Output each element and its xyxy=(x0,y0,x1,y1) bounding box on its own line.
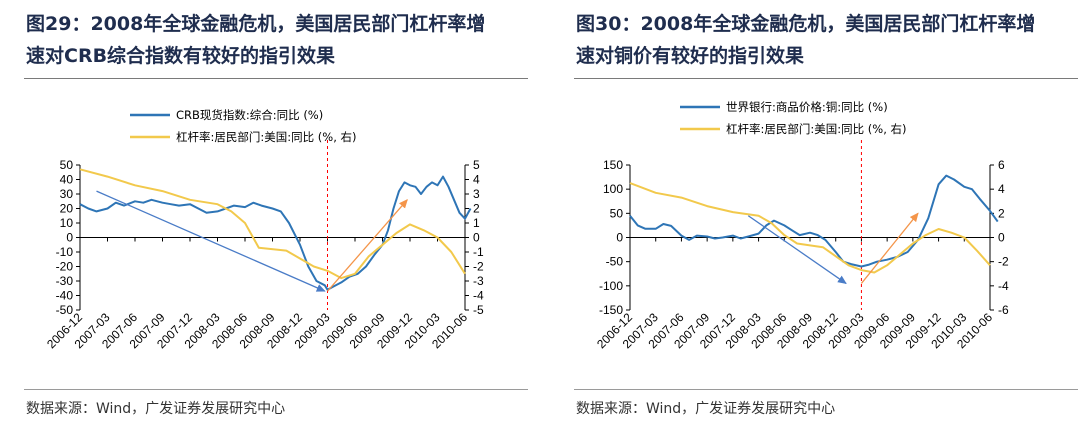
series-line-leverage xyxy=(629,182,991,274)
y2-tick-label: 2 xyxy=(998,206,1005,220)
trend-arrow-down xyxy=(747,215,847,284)
trend-arrow-up xyxy=(860,212,919,284)
y-tick-label: -10 xyxy=(56,245,74,259)
y-tick-label: 50 xyxy=(60,158,74,172)
y2-tick-label: -2 xyxy=(998,255,1009,269)
figure-title-line1: 图30：2008年全球金融危机，美国居民部门杠杆率增 xyxy=(576,13,1036,35)
legend-label: 世界银行:商品价格:铜:同比 (%) xyxy=(726,100,888,114)
figure-title-line2: 速对CRB综合指数有较好的指引效果 xyxy=(26,45,336,67)
y-axis-left: -150 -100 -50 0 50 100 150 xyxy=(599,158,631,317)
title-divider xyxy=(574,78,1078,79)
y2-tick-label: 0 xyxy=(998,231,1005,245)
line-chart: CRB现货指数:综合:同比 (%) 杠杆率:居民部门:美国:同比 (%, 右) -5… xyxy=(44,108,484,351)
y-tick-label: 10 xyxy=(60,216,74,230)
y2-tick-label: 1 xyxy=(473,216,480,230)
y-tick-label: -20 xyxy=(56,260,74,274)
y2-tick-label: 2 xyxy=(473,202,480,216)
y-tick-label: 0 xyxy=(616,231,623,245)
figure-title: 图29：2008年全球金融危机，美国居民部门杠杆率增 速对CRB综合指数有较好的… xyxy=(26,8,526,72)
y2-tick-label: 5 xyxy=(473,158,480,172)
y2-tick-label: -6 xyxy=(998,303,1009,317)
y-tick-label: -150 xyxy=(599,303,623,317)
y2-tick-label: 0 xyxy=(473,231,480,245)
y2-tick-label: -4 xyxy=(473,289,484,303)
figure-title: 图30：2008年全球金融危机，美国居民部门杠杆率增 速对铜价有较好的指引效果 xyxy=(576,8,1076,72)
x-axis: 2006-122007-032007-062007-092007-122008-… xyxy=(594,237,995,351)
y2-tick-label: -5 xyxy=(473,303,484,317)
x-axis: 2006-122007-032007-062007-092007-122008-… xyxy=(44,237,470,351)
series-line-primary xyxy=(79,175,472,291)
y-tick-label: 30 xyxy=(60,187,74,201)
source-note: 数据来源：Wind，广发证券发展研究中心 xyxy=(26,401,286,417)
y-tick-label: -50 xyxy=(606,255,624,269)
source-note: 数据来源：Wind，广发证券发展研究中心 xyxy=(576,401,836,417)
y2-tick-label: -2 xyxy=(473,260,484,274)
series-line-primary xyxy=(629,174,999,268)
trend-arrow-down xyxy=(96,190,326,292)
series-line-leverage xyxy=(79,168,466,280)
figure-title-line1: 图29：2008年全球金融危机，美国居民部门杠杆率增 xyxy=(26,13,486,35)
y2-tick-label: -4 xyxy=(998,279,1009,293)
y-tick-label: 0 xyxy=(66,231,73,245)
title-divider xyxy=(24,78,528,79)
chart-legend: CRB现货指数:综合:同比 (%) 杠杆率:居民部门:美国:同比 (%, 右) xyxy=(130,108,357,144)
y2-tick-label: -1 xyxy=(473,245,484,259)
source-divider xyxy=(24,389,528,390)
y-tick-label: 100 xyxy=(603,182,623,196)
y-axis-right: -6 -4 -2 0 2 4 6 xyxy=(989,158,1009,317)
y-tick-label: -50 xyxy=(56,303,74,317)
line-chart: 世界银行:商品价格:铜:同比 (%) 杠杆率:居民部门:美国:同比 (%, 右) -… xyxy=(594,100,1009,351)
y2-tick-label: 4 xyxy=(998,182,1005,196)
y-tick-label: -30 xyxy=(56,274,74,288)
y-tick-label: 150 xyxy=(603,158,623,172)
y2-tick-label: 6 xyxy=(998,158,1005,172)
y-tick-label: -100 xyxy=(599,279,623,293)
chart-panel-left: 图29：2008年全球金融危机，美国居民部门杠杆率增 速对CRB综合指数有较好的… xyxy=(0,0,530,432)
chart-legend: 世界银行:商品价格:铜:同比 (%) 杠杆率:居民部门:美国:同比 (%, 右) xyxy=(680,100,907,136)
y2-tick-label: 4 xyxy=(473,173,480,187)
y-tick-label: -40 xyxy=(56,289,74,303)
source-divider xyxy=(574,389,1078,390)
figure-title-line2: 速对铜价有较好的指引效果 xyxy=(576,45,805,67)
y2-tick-label: 3 xyxy=(473,187,480,201)
y2-tick-label: -3 xyxy=(473,274,484,288)
y-tick-label: 50 xyxy=(610,206,624,220)
chart-panel-right: 图30：2008年全球金融危机，美国居民部门杠杆率增 速对铜价有较好的指引效果 … xyxy=(550,0,1080,432)
y-tick-label: 40 xyxy=(60,173,74,187)
legend-label: CRB现货指数:综合:同比 (%) xyxy=(176,108,323,122)
trend-arrow-up xyxy=(327,199,408,292)
y-tick-label: 20 xyxy=(60,202,74,216)
legend-label: 杠杆率:居民部门:美国:同比 (%, 右) xyxy=(726,122,907,136)
legend-label: 杠杆率:居民部门:美国:同比 (%, 右) xyxy=(176,130,357,144)
